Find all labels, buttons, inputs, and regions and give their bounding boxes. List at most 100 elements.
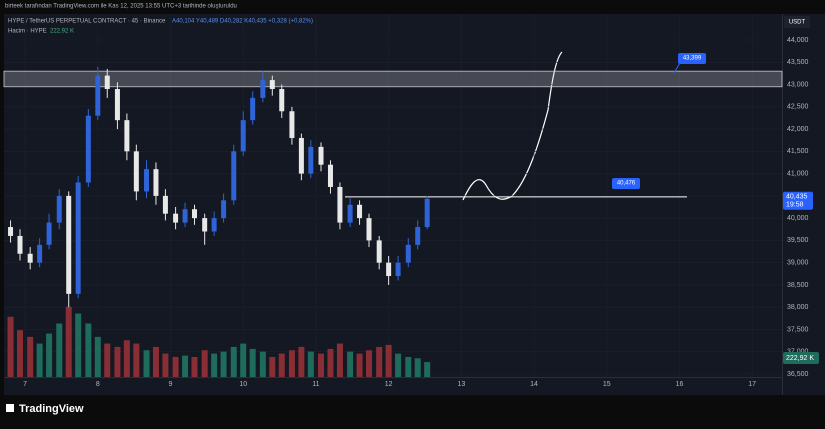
volume-bar xyxy=(366,350,373,377)
x-tick-label: 14 xyxy=(530,381,538,388)
x-tick-label: 13 xyxy=(457,381,465,388)
candle-body xyxy=(104,75,110,89)
volume-bar xyxy=(249,348,256,377)
x-tick-label: 17 xyxy=(748,381,756,388)
volume-bar xyxy=(104,343,111,377)
candle-body xyxy=(192,209,198,219)
x-tick-label: 16 xyxy=(676,381,684,388)
candle-body xyxy=(66,195,72,294)
candle-body xyxy=(250,97,256,121)
volume-bar xyxy=(230,346,237,377)
candle-body xyxy=(182,209,188,223)
volume-title: Hacim · HYPE xyxy=(8,29,47,35)
volume-bar xyxy=(385,344,392,377)
volume-bar xyxy=(278,353,285,377)
header: birteek tarafından TradingView.com ile K… xyxy=(5,4,237,10)
volume-bar xyxy=(56,323,63,377)
x-tick-label: 7 xyxy=(23,381,27,388)
volume-bar xyxy=(7,316,14,377)
y-tick-label: 36,500 xyxy=(787,371,809,378)
price-box xyxy=(783,191,813,210)
candle-body xyxy=(366,218,372,241)
resistance-zone xyxy=(3,70,783,88)
currency: USDT xyxy=(789,20,806,26)
y-tick-label: 43,500 xyxy=(787,59,809,66)
volume-bar xyxy=(201,350,208,377)
candle-body xyxy=(269,80,275,89)
candle-body xyxy=(357,204,363,219)
candle-body xyxy=(327,164,333,187)
volume-label: 222,92 K xyxy=(786,355,814,362)
candle-body xyxy=(405,244,411,263)
volume-bar xyxy=(405,356,412,377)
candle-body xyxy=(202,218,208,232)
candle-body xyxy=(337,186,343,223)
candle-body xyxy=(95,75,101,116)
candle-body xyxy=(308,146,314,174)
logo: TradingView xyxy=(6,403,84,415)
volume-bar xyxy=(356,353,363,377)
y-tick-label: 38,500 xyxy=(787,282,809,289)
candle-body xyxy=(124,120,130,152)
candle-body xyxy=(318,146,324,165)
volume-bar xyxy=(191,356,198,377)
candle-body xyxy=(424,198,430,228)
candle-body xyxy=(240,120,246,152)
volume-bar xyxy=(114,346,121,377)
x-tick-label: 11 xyxy=(312,381,319,388)
volume-box xyxy=(783,352,819,364)
volume-bar xyxy=(36,343,43,377)
candle-body xyxy=(162,195,168,214)
candle-body xyxy=(56,195,62,223)
volume-bar xyxy=(318,353,325,377)
volume-bar xyxy=(16,330,23,377)
y-tick-label: 37,500 xyxy=(787,326,809,333)
candle-body xyxy=(260,80,266,98)
volume-bar xyxy=(65,306,72,377)
x-tick-label: 9 xyxy=(169,381,173,388)
y-tick-label: 39,000 xyxy=(787,260,809,267)
y-tick-label: 43,000 xyxy=(787,81,809,88)
candle-body xyxy=(173,213,179,223)
level-label: 43,399 xyxy=(683,56,702,62)
volume-bar xyxy=(376,346,383,377)
candle-body xyxy=(133,151,139,192)
candle-body xyxy=(153,169,159,196)
candle-body xyxy=(376,240,382,263)
volume-bar xyxy=(182,355,189,377)
volume-bar xyxy=(46,333,53,377)
level-box xyxy=(612,178,640,189)
volume-bar xyxy=(298,346,305,377)
volume-bar xyxy=(123,340,130,377)
x-tick-label: 12 xyxy=(385,381,393,388)
volume-bar xyxy=(211,353,218,377)
volume-bar xyxy=(240,343,247,377)
volume-bar xyxy=(414,358,421,377)
candle-body xyxy=(415,227,421,245)
volume-bar xyxy=(133,343,140,377)
candle-body xyxy=(347,204,353,223)
candle-body xyxy=(75,182,81,294)
y-tick-label: 42,500 xyxy=(787,104,809,111)
level-connector xyxy=(673,62,681,74)
volume-bar xyxy=(172,356,179,377)
volume-bar xyxy=(424,362,431,377)
volume-bar xyxy=(162,353,169,377)
volume-bar xyxy=(94,336,101,377)
y-tick-label: 38,000 xyxy=(787,304,809,311)
candle-body xyxy=(85,115,91,183)
y-tick-label: 40,000 xyxy=(787,215,809,222)
y-tick-label: 39,500 xyxy=(787,237,809,244)
volume-bar xyxy=(152,346,159,377)
ohlc: A40,104 Y40,489 D40,282 K40,435 +0,328 (… xyxy=(172,19,313,25)
level-box xyxy=(678,53,706,64)
volume-bar xyxy=(288,350,295,377)
candle-body xyxy=(298,137,304,174)
logo-text: TradingView xyxy=(19,403,84,415)
x-tick-label: 8 xyxy=(96,381,100,388)
y-tick-label: 44,000 xyxy=(787,37,809,44)
candle-body xyxy=(395,262,401,277)
volume-bar xyxy=(27,336,34,377)
volume-bar xyxy=(269,356,276,377)
